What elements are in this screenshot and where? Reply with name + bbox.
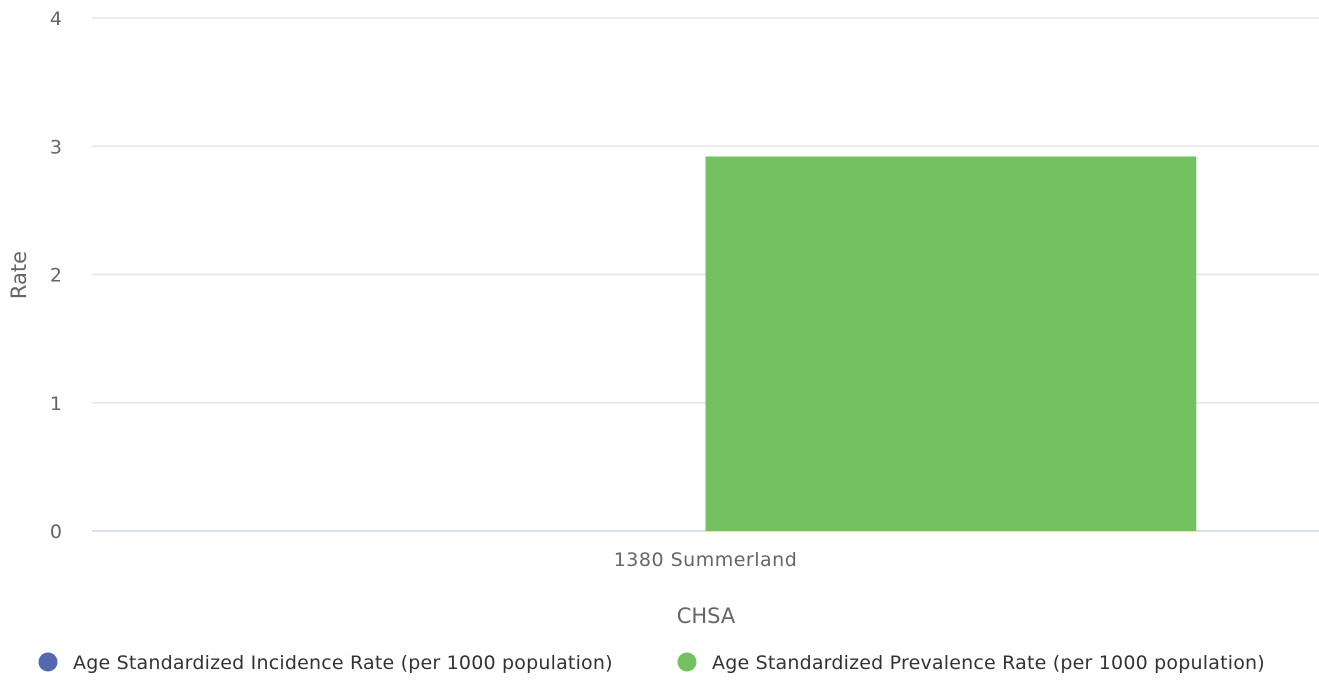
legend-marker	[38, 652, 58, 672]
legend-label: Age Standardized Incidence Rate (per 100…	[73, 652, 613, 674]
legend-item-0[interactable]: Age Standardized Incidence Rate (per 100…	[38, 652, 613, 674]
y-tick-label: 0	[50, 521, 62, 543]
legend-label: Age Standardized Prevalence Rate (per 10…	[712, 652, 1265, 674]
x-tick-label: 1380 Summerland	[614, 549, 798, 571]
y-tick-label: 4	[50, 8, 62, 30]
y-axis-ticks: 0 1 2 3 4	[50, 8, 62, 543]
x-axis-ticks: 1380 Summerland	[614, 549, 798, 571]
bar-1-0[interactable]	[705, 156, 1197, 531]
y-tick-label: 3	[50, 136, 62, 158]
legend: Age Standardized Incidence Rate (per 100…	[38, 652, 1265, 674]
legend-marker	[677, 652, 697, 672]
bars	[705, 156, 1197, 531]
legend-item-1[interactable]: Age Standardized Prevalence Rate (per 10…	[677, 652, 1265, 674]
x-axis-title: CHSA	[677, 604, 736, 628]
y-tick-label: 2	[50, 265, 62, 287]
y-tick-label: 1	[50, 393, 62, 415]
y-axis-title: Rate	[7, 251, 31, 299]
